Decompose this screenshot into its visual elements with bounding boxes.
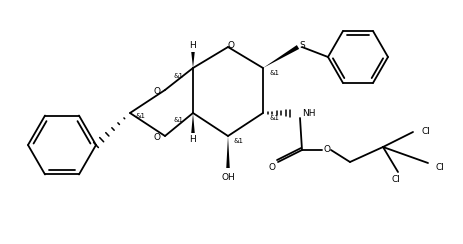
Text: &1: &1 [269, 70, 279, 76]
Text: NH: NH [302, 109, 315, 118]
Text: Cl: Cl [421, 126, 430, 135]
Polygon shape [191, 113, 195, 133]
Polygon shape [191, 52, 195, 68]
Polygon shape [226, 136, 230, 168]
Text: S: S [299, 41, 305, 50]
Text: &1: &1 [269, 115, 279, 121]
Text: O: O [227, 41, 234, 51]
Text: &1: &1 [174, 117, 184, 123]
Text: O: O [154, 132, 161, 142]
Text: &1: &1 [135, 113, 145, 119]
Text: O: O [324, 144, 331, 153]
Text: H: H [190, 134, 196, 143]
Text: &1: &1 [234, 138, 244, 144]
Text: OH: OH [221, 173, 235, 182]
Text: Cl: Cl [436, 163, 445, 172]
Text: H: H [190, 41, 196, 51]
Polygon shape [263, 45, 299, 68]
Text: Cl: Cl [392, 175, 400, 184]
Text: O: O [154, 87, 161, 95]
Text: &1: &1 [174, 73, 184, 79]
Text: O: O [269, 163, 275, 172]
